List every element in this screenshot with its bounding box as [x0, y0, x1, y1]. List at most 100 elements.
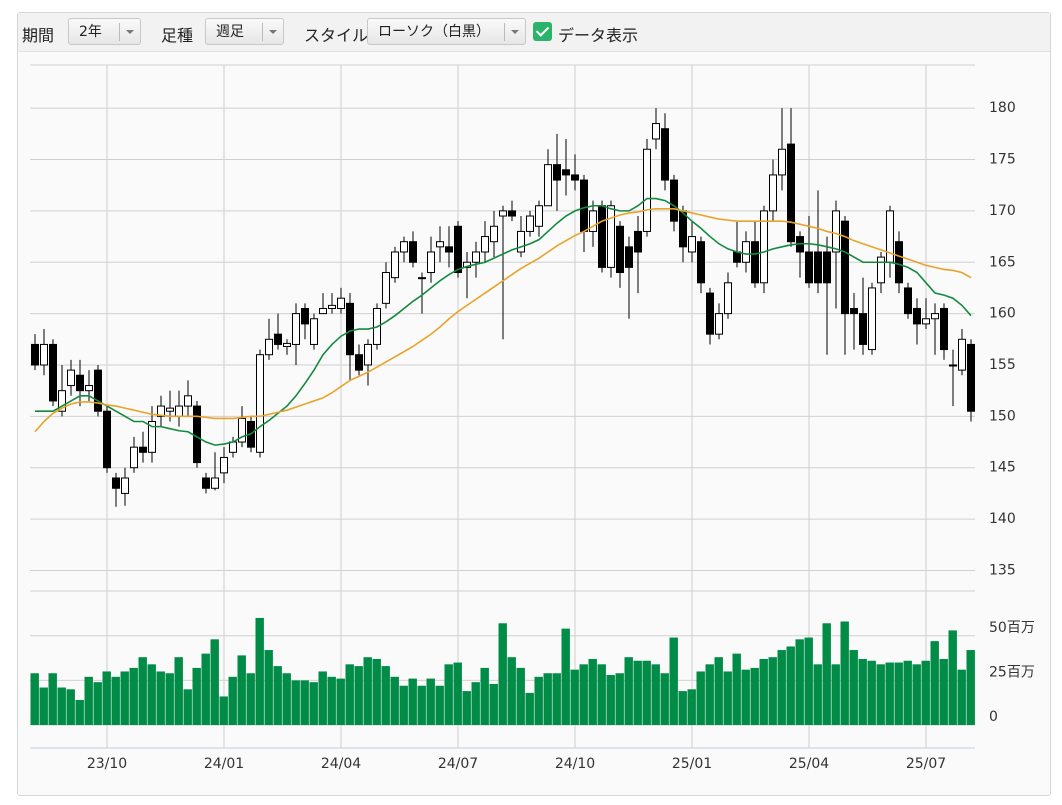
volume-bar	[759, 658, 768, 725]
volume-bar	[714, 657, 723, 725]
volume-bar	[408, 678, 417, 725]
volume-bar	[804, 637, 813, 725]
candle-body	[643, 148, 651, 232]
candle-body	[58, 390, 66, 412]
interval-dropdown[interactable]: 週足	[205, 18, 284, 45]
x-tick-label: 24/07	[438, 756, 478, 772]
volume-bar	[777, 650, 786, 725]
volume-bar	[219, 696, 228, 725]
volume-bar	[768, 657, 777, 725]
candle-body	[346, 302, 354, 356]
candle-body	[598, 205, 606, 268]
candle-body	[40, 343, 48, 366]
candle-body	[580, 179, 588, 232]
style-label: スタイル	[304, 26, 369, 45]
data-checkbox[interactable]	[533, 22, 552, 41]
data-label[interactable]: データ表示	[558, 26, 639, 45]
candle-body	[940, 307, 948, 351]
candle-body	[850, 307, 858, 315]
candle-body	[112, 477, 120, 489]
volume-bar	[741, 669, 750, 725]
volume-bar	[858, 658, 867, 725]
candle-body	[211, 477, 219, 489]
volume-bar	[489, 683, 498, 725]
volume-bar	[453, 662, 462, 725]
volume-bar	[165, 673, 174, 725]
y-tick-label: 140	[989, 511, 1016, 527]
volume-bar	[426, 678, 435, 725]
volume-bar	[201, 653, 210, 725]
volume-bar	[138, 657, 147, 725]
candle-body	[877, 256, 885, 284]
volume-bar	[246, 673, 255, 725]
candle-body	[283, 342, 291, 347]
volume-bar	[543, 673, 552, 725]
volume-bar	[318, 671, 327, 725]
candle-body	[328, 304, 336, 309]
candle-body	[481, 236, 489, 253]
candle-body	[436, 241, 444, 248]
candle-body	[148, 420, 156, 453]
x-tick-label: 25/04	[789, 756, 829, 772]
x-tick-label: 25/07	[906, 756, 946, 772]
volume-bar	[66, 689, 75, 725]
volume-bar	[354, 666, 363, 725]
volume-bar	[723, 671, 732, 725]
volume-bar	[579, 664, 588, 725]
candle-body	[688, 236, 696, 253]
candle-body	[121, 477, 129, 494]
x-tick-label: 24/04	[321, 756, 361, 772]
candle-body	[778, 148, 786, 176]
candle-body	[175, 405, 183, 417]
interval-value: 週足	[216, 24, 244, 40]
candle-body	[229, 441, 237, 453]
candle-body	[31, 343, 39, 366]
volume-bar	[921, 660, 930, 725]
y-tick-label: 180	[989, 100, 1016, 116]
candle-body	[760, 210, 768, 284]
volume-bar	[39, 687, 48, 725]
candle-body	[625, 246, 633, 268]
style-dropdown[interactable]: ローソク（白黒）	[367, 18, 526, 45]
volume-bar	[30, 673, 39, 725]
candle-body	[265, 338, 273, 356]
candle-body	[193, 405, 201, 464]
candle-body	[562, 169, 570, 176]
volume-bar	[570, 669, 579, 725]
period-dropdown[interactable]: 2年	[68, 18, 141, 45]
candle-body	[310, 318, 318, 345]
candle-body	[292, 313, 300, 345]
candle-body	[85, 385, 93, 392]
candle-body	[931, 313, 939, 320]
volume-bar	[282, 673, 291, 725]
y-tick-label: 50百万	[989, 620, 1035, 636]
volume-bar	[300, 680, 309, 725]
volume-bar	[147, 664, 156, 725]
y-tick-label: 175	[989, 152, 1016, 168]
volume-bar	[372, 658, 381, 725]
volume-bar	[633, 660, 642, 725]
volume-bar	[291, 680, 300, 725]
candle-body	[220, 456, 228, 474]
x-tick-label: 25/01	[672, 756, 712, 772]
candle-body	[913, 307, 921, 325]
volume-bar	[687, 689, 696, 725]
candle-body	[445, 246, 453, 253]
y-tick-label: 155	[989, 357, 1016, 373]
moving-average-line	[34, 208, 972, 433]
volume-bar	[444, 664, 453, 725]
candle-body	[823, 251, 831, 284]
volume-bar	[192, 667, 201, 725]
candle-body	[733, 251, 741, 263]
candle-body	[589, 210, 597, 232]
candle-body	[652, 123, 660, 140]
volume-bar	[417, 685, 426, 725]
volume-bar	[120, 671, 129, 725]
candle-body	[544, 164, 552, 207]
candle-body	[274, 333, 282, 345]
volume-bar	[498, 623, 507, 725]
candle-body	[967, 343, 975, 412]
volume-bar	[399, 685, 408, 725]
